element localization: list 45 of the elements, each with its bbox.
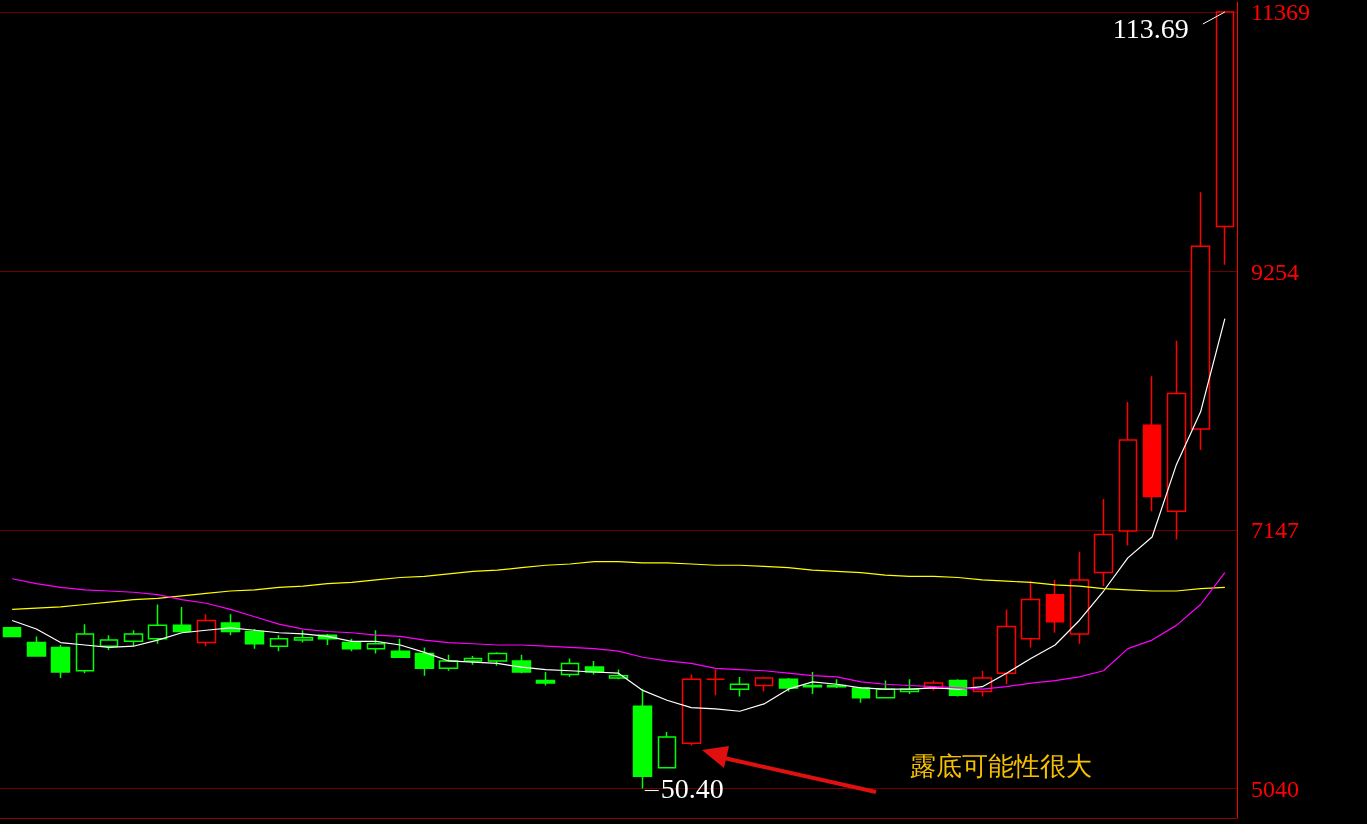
candlestick bbox=[729, 676, 750, 698]
candlestick bbox=[390, 638, 411, 659]
y-tick-label: 11369 bbox=[1251, 0, 1311, 25]
annotation: 50.40 bbox=[660, 773, 724, 805]
candlestick bbox=[1190, 191, 1211, 451]
candlestick bbox=[244, 628, 265, 650]
candlestick bbox=[681, 673, 702, 747]
y-tick-label: 5040 bbox=[1251, 775, 1299, 802]
candlestick bbox=[996, 608, 1017, 686]
candlestick bbox=[75, 623, 95, 674]
candlestick bbox=[123, 629, 144, 647]
line-series bbox=[11, 318, 1226, 712]
candlestick bbox=[754, 676, 774, 693]
y-tick-label: 7147 bbox=[1251, 517, 1299, 544]
candlestick bbox=[2, 627, 22, 638]
candlestick bbox=[99, 634, 119, 651]
candlestick bbox=[535, 671, 556, 687]
candlestick bbox=[147, 603, 168, 645]
annotation: 露底可能性很大 bbox=[910, 751, 1092, 781]
candlestick bbox=[487, 651, 508, 667]
candlestick bbox=[1069, 551, 1090, 645]
candlestick bbox=[50, 644, 71, 679]
candlestick bbox=[778, 677, 799, 693]
candlestick bbox=[1093, 498, 1114, 587]
y-tick-label: 9254 bbox=[1251, 258, 1299, 285]
candlestick bbox=[1166, 339, 1187, 541]
candlestick bbox=[341, 638, 362, 652]
candlestick bbox=[26, 635, 47, 657]
line-series bbox=[11, 560, 1226, 611]
candlestick bbox=[414, 646, 435, 677]
candlestick bbox=[172, 606, 192, 633]
candlestick bbox=[851, 685, 871, 704]
candlestick bbox=[1045, 579, 1065, 634]
candlestick bbox=[269, 634, 289, 652]
candlestick bbox=[705, 668, 726, 697]
candlestick bbox=[1020, 580, 1041, 649]
line-series bbox=[11, 572, 1226, 690]
candlestick bbox=[366, 629, 386, 655]
candlestick bbox=[196, 613, 217, 647]
candlestick bbox=[1118, 401, 1138, 547]
candlestick bbox=[1142, 375, 1162, 513]
annotation: 113.69 bbox=[1112, 12, 1189, 44]
candlestick bbox=[657, 731, 677, 769]
candlestick bbox=[511, 654, 532, 674]
candlestick bbox=[1215, 11, 1235, 266]
